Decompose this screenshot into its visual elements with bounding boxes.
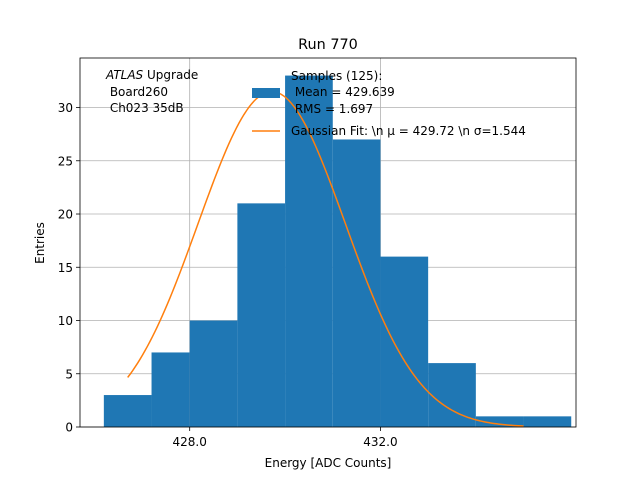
histogram-bar	[475, 416, 524, 427]
legend-histogram-swatch	[252, 88, 280, 98]
y-axis-ticks: 0 5 10 15 20 25 30	[58, 101, 80, 435]
histogram-bar	[189, 320, 238, 427]
annotation-upgrade: Upgrade	[143, 68, 198, 82]
chart-title: Run 770	[298, 37, 358, 53]
y-tick-label: 20	[58, 208, 73, 222]
x-tick-label: 428.0	[173, 435, 207, 449]
x-axis-ticks: 428.0 432.0	[173, 427, 398, 449]
y-axis-label: Entries	[33, 222, 47, 264]
legend-fit-label: Gaussian Fit: \n μ = 429.72 \n σ=1.544	[291, 124, 526, 138]
y-tick-label: 30	[58, 101, 73, 115]
y-tick-label: 10	[58, 314, 73, 328]
histogram-bar	[237, 203, 286, 427]
legend-mean-line: Mean = 429.639	[291, 85, 395, 99]
x-tick-label: 432.0	[363, 435, 397, 449]
histogram-bar	[332, 139, 381, 427]
histogram-bar	[151, 352, 190, 427]
y-tick-label: 15	[58, 261, 73, 275]
atlas-annotation: ATLAS Upgrade Board260 Ch023 35dB	[105, 68, 198, 115]
gaussian-fit-line	[127, 90, 524, 427]
legend-rms-line: RMS = 1.697	[291, 102, 373, 116]
annotation-atlas: ATLAS	[105, 68, 144, 82]
histogram-bar	[103, 395, 152, 427]
legend: Samples (125): Mean = 429.639 RMS = 1.69…	[252, 69, 526, 138]
svg-text:ATLAS Upgrade: ATLAS Upgrade	[105, 68, 198, 82]
annotation-channel: Ch023 35dB	[106, 101, 184, 115]
histogram-bar	[428, 363, 476, 427]
histogram-bar	[380, 256, 429, 427]
legend-samples-line: Samples (125):	[291, 69, 382, 83]
y-tick-label: 25	[58, 154, 73, 168]
annotation-board: Board260	[106, 85, 168, 99]
histogram-bars	[103, 75, 572, 428]
plot-frame	[79, 57, 577, 428]
x-axis-label: Energy [ADC Counts]	[265, 456, 392, 470]
histogram-bar	[285, 75, 333, 428]
y-tick-label: 5	[65, 367, 73, 381]
y-tick-label: 0	[65, 421, 73, 435]
histogram-bar	[523, 416, 572, 427]
